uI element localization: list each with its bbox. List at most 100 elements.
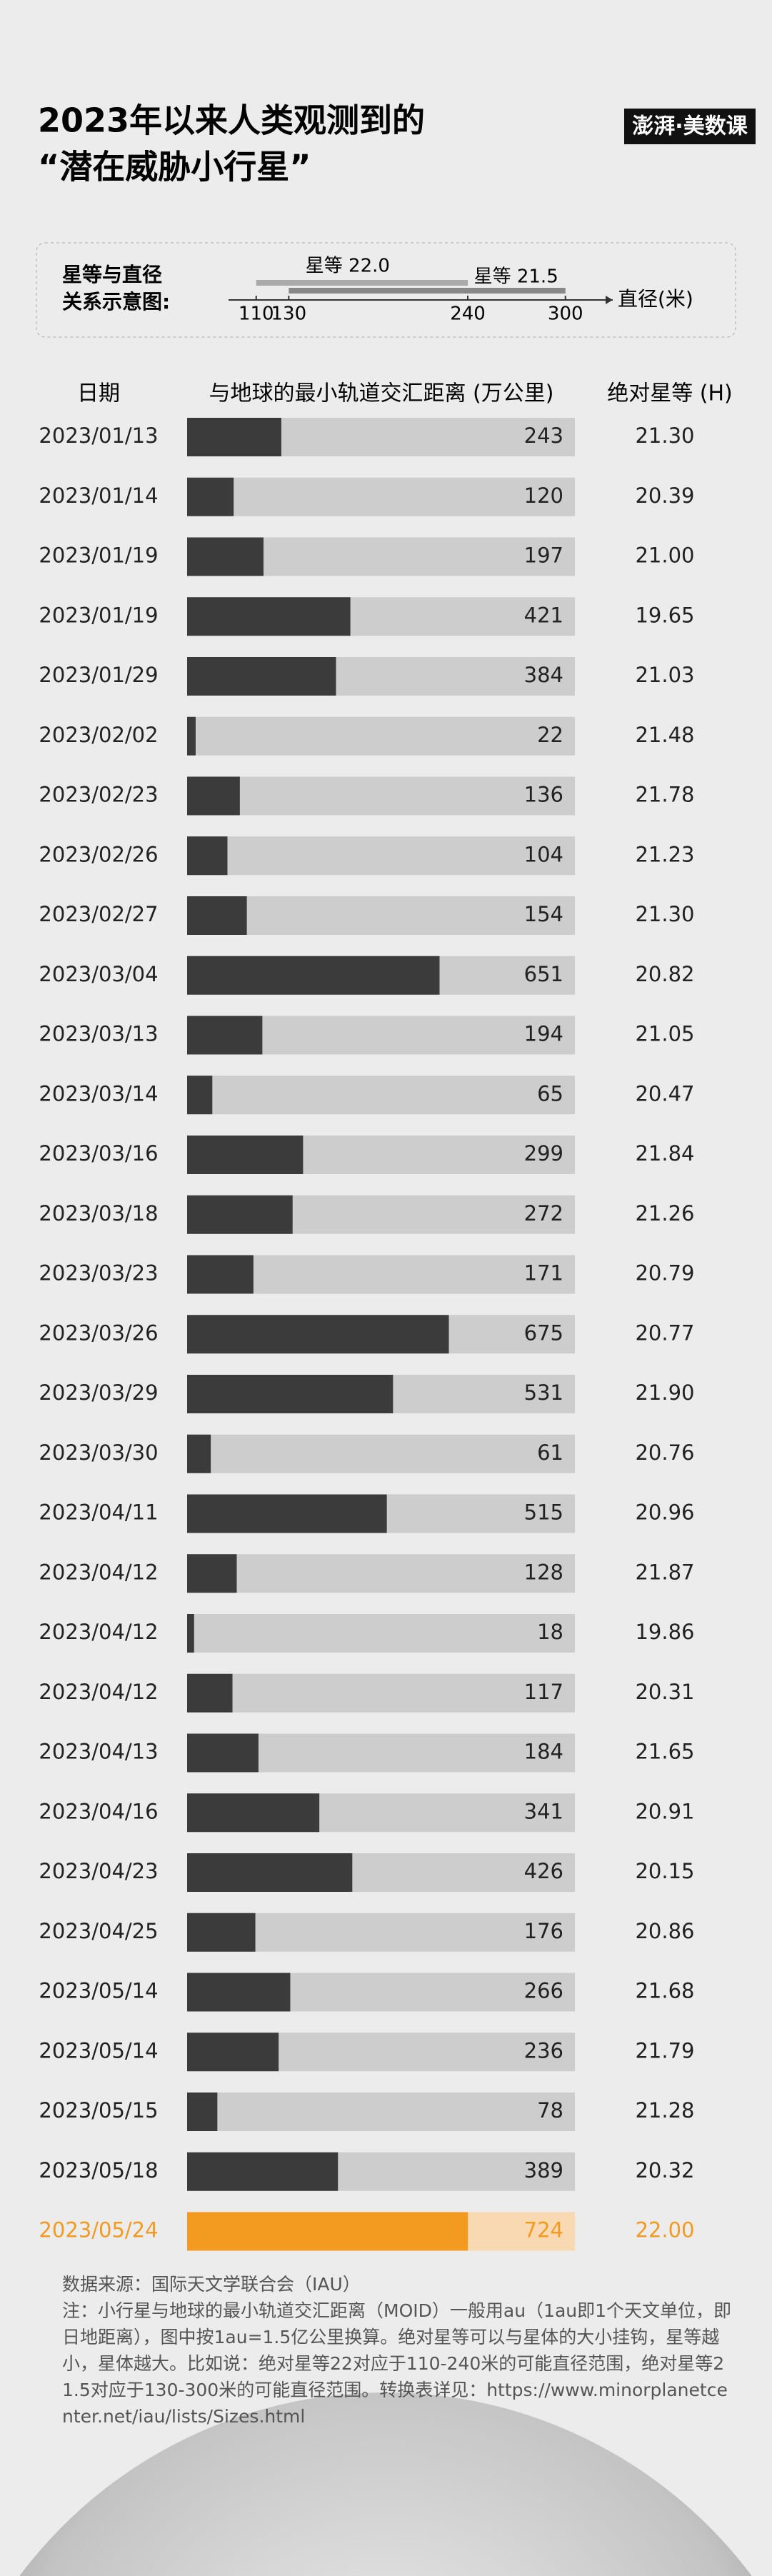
earth-image [19, 2392, 752, 2576]
date: 2023/05/14 [39, 2038, 158, 2063]
track [187, 1076, 575, 1115]
track [187, 2093, 575, 2131]
bar [187, 896, 247, 935]
header: 日期 [77, 381, 120, 406]
title: 2023年以来人类观测到的 [38, 101, 425, 140]
magnitude: 21.23 [635, 842, 694, 866]
value-label: 515 [524, 1500, 563, 1525]
bar [187, 537, 264, 576]
bar [187, 1136, 304, 1174]
magnitude: 20.91 [635, 1799, 694, 1823]
magnitude: 20.39 [635, 483, 694, 508]
date: 2023/03/14 [39, 1081, 158, 1106]
date: 2023/02/27 [39, 902, 158, 926]
tick-label: 300 [548, 304, 583, 325]
date: 2023/03/23 [39, 1261, 158, 1286]
bar [187, 1973, 291, 2012]
date: 2023/03/04 [39, 962, 158, 986]
value-label: 675 [524, 1320, 563, 1345]
date: 2023/03/29 [39, 1380, 158, 1405]
legend-box [36, 242, 736, 338]
bar [187, 1255, 254, 1294]
magnitude: 20.79 [635, 1261, 694, 1286]
tick-label: 240 [450, 304, 486, 325]
date: 2023/01/29 [39, 663, 158, 687]
magnitude: 21.48 [635, 723, 694, 747]
magnitude: 20.47 [635, 1081, 694, 1106]
magnitude: 21.84 [635, 1141, 694, 1166]
magnitude: 20.32 [635, 2158, 694, 2182]
bar [187, 1016, 263, 1055]
date: 2023/03/26 [39, 1320, 158, 1345]
magnitude: 21.90 [635, 1380, 694, 1405]
bar [187, 477, 234, 516]
magnitude: 21.78 [635, 783, 694, 807]
value-label: 120 [524, 483, 563, 508]
magnitude: 21.05 [635, 1022, 694, 1046]
bar [187, 836, 228, 876]
bar [187, 597, 351, 636]
bar [187, 1375, 393, 1413]
value-label: 651 [524, 962, 563, 986]
value-label: 184 [524, 1740, 563, 1764]
date: 2023/03/18 [39, 1201, 158, 1226]
bar [187, 1554, 237, 1593]
track [187, 1614, 575, 1653]
note: 注：小行星与地球的最小轨道交汇距离（MOID）一般用au（1au即1个天文单位，… [62, 2300, 732, 2427]
magnitude: 20.76 [635, 1440, 694, 1465]
range-bar [256, 280, 468, 286]
date: 2023/02/26 [39, 842, 158, 866]
bar [187, 1853, 353, 1892]
bar [187, 1733, 259, 1773]
tick-label: 110 [239, 304, 274, 325]
date: 2023/04/11 [39, 1500, 158, 1525]
date: 2023/04/12 [39, 1680, 158, 1704]
value-label: 194 [524, 1022, 563, 1046]
magnitude: 21.28 [635, 2098, 694, 2123]
value-label: 421 [524, 603, 563, 627]
date: 2023/03/13 [39, 1022, 158, 1046]
bar [187, 2212, 468, 2251]
source: 数据来源：国际天文学联合会（IAU） [62, 2274, 361, 2295]
date: 2023/05/15 [39, 2098, 158, 2123]
value-label: 243 [524, 424, 563, 448]
bar [187, 1673, 233, 1713]
value-label: 176 [524, 1919, 563, 1943]
bar [187, 657, 336, 696]
date: 2023/05/14 [39, 1979, 158, 2003]
value-label: 341 [524, 1799, 563, 1823]
track [187, 776, 575, 816]
magnitude: 20.82 [635, 962, 694, 986]
legend-title: 星等与直径 [62, 263, 162, 286]
bar [187, 418, 281, 456]
value-label: 128 [524, 1560, 563, 1584]
date: 2023/04/13 [39, 1740, 158, 1764]
track [187, 896, 575, 935]
track [187, 1554, 575, 1593]
bar [187, 1614, 194, 1653]
date: 2023/04/16 [39, 1799, 158, 1823]
bar [187, 956, 440, 995]
date: 2023/03/30 [39, 1440, 158, 1465]
magnitude: 21.79 [635, 2038, 694, 2063]
bar [187, 2152, 339, 2191]
value-label: 272 [524, 1201, 563, 1226]
brand-box [624, 109, 756, 144]
value-label: 65 [537, 1081, 563, 1106]
bar [187, 1494, 387, 1533]
date: 2023/04/25 [39, 1919, 158, 1943]
magnitude: 21.00 [635, 543, 694, 568]
bar [187, 1195, 293, 1234]
bar [187, 1913, 256, 1952]
value-label: 266 [524, 1979, 563, 2003]
date: 2023/02/02 [39, 723, 158, 747]
value-label: 61 [537, 1440, 563, 1465]
date: 2023/04/12 [39, 1620, 158, 1644]
title: “潜在威胁小行星” [38, 148, 311, 186]
magnitude: 21.30 [635, 902, 694, 926]
date: 2023/01/19 [39, 603, 158, 627]
value-label: 154 [524, 902, 563, 926]
value-label: 171 [524, 1261, 563, 1286]
